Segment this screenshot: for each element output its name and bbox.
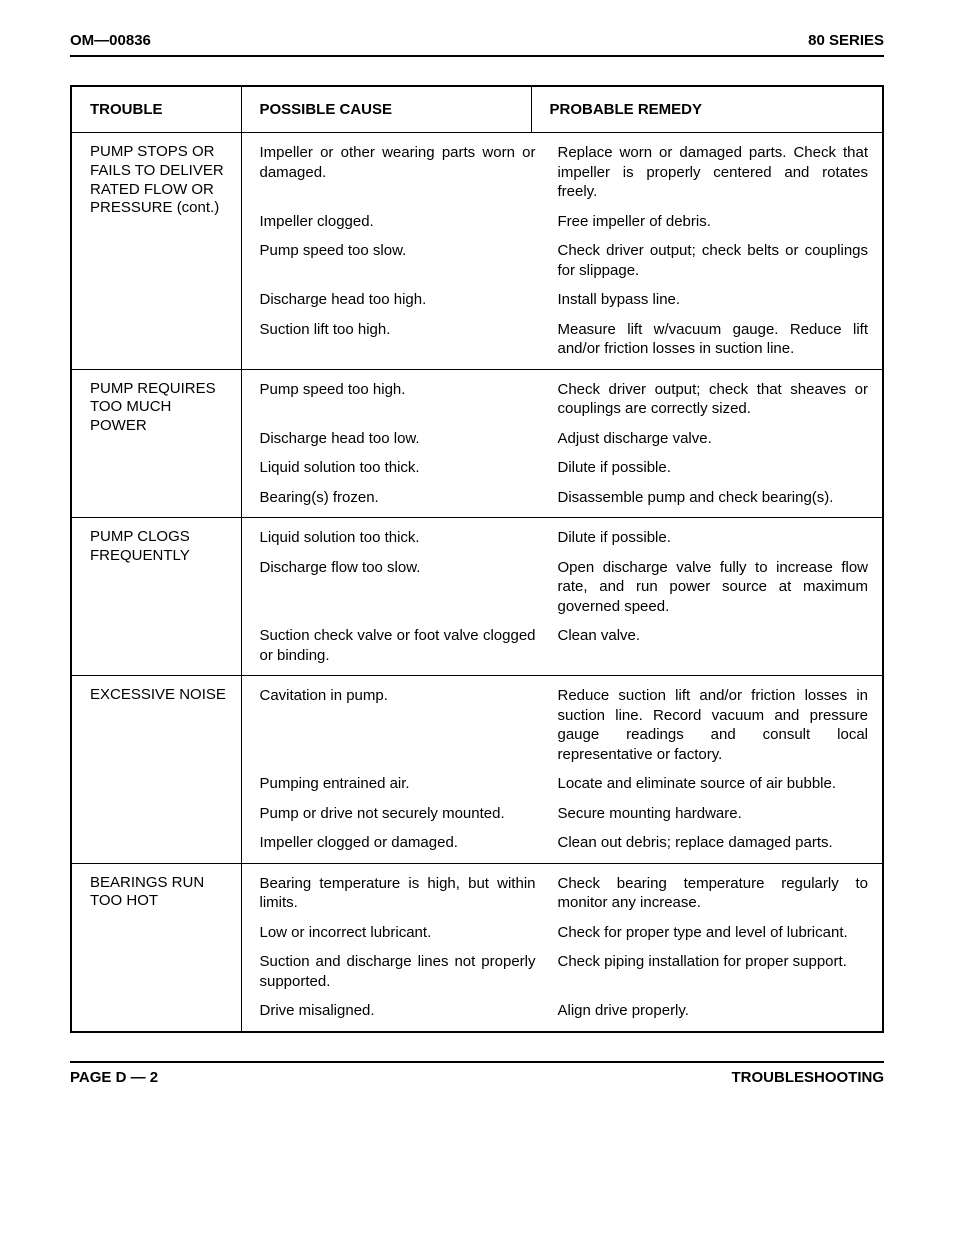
possible-cause: Suction check valve or foot valve clogge… (260, 626, 536, 665)
cause-remedy-cell: Bearing temperature is high, but within … (241, 863, 883, 1032)
trouble-label: BEARINGS RUN TOO HOT (90, 874, 227, 912)
trouble-label: PUMP STOPS OR FAILS TO DELIVER RATED FLO… (90, 143, 227, 218)
troubleshooting-table: TROUBLE POSSIBLE CAUSE PROBABLE REMEDY P… (70, 85, 884, 1033)
cause-remedy-row: Pump or drive not securely mounted. Secur… (260, 804, 869, 824)
probable-remedy: Clean valve. (558, 626, 869, 665)
probable-remedy: Measure lift w/vacuum gauge. Reduce lift… (558, 320, 869, 359)
probable-remedy: Open discharge valve fully to increase f… (558, 558, 869, 617)
cause-remedy-row: Discharge flow too slow. Open discharge v… (260, 558, 869, 617)
table-section: PUMP CLOGS FREQUENTLY Liquid solution too… (71, 518, 883, 676)
cause-remedy-row: Pumping entrained air. Locate and elimina… (260, 774, 869, 794)
cause-remedy-row: Suction lift too high. Measure lift w/vac… (260, 320, 869, 359)
cause-remedy-row: Suction and discharge lines not properly… (260, 952, 869, 991)
possible-cause: Bearing temperature is high, but within … (260, 874, 536, 913)
cause-remedy-row: Pump speed too high. Check driver output;… (260, 380, 869, 419)
possible-cause: Discharge head too high. (260, 290, 536, 310)
cause-remedy-row: Impeller clogged. Free impeller of debris… (260, 212, 869, 232)
possible-cause: Low or incorrect lubricant. (260, 923, 536, 943)
possible-cause: Pump speed too high. (260, 380, 536, 419)
probable-remedy: Check driver output; check that sheaves … (558, 380, 869, 419)
page: OM—00836 80 SERIES TROUBLE POSSIBLE CAUS… (0, 0, 954, 1118)
cause-remedy-row: Discharge head too high. Install bypass l… (260, 290, 869, 310)
page-footer: PAGE D — 2 TROUBLESHOOTING (70, 1061, 884, 1086)
possible-cause: Cavitation in pump. (260, 686, 536, 764)
cause-remedy-row: Low or incorrect lubricant. Check for pro… (260, 923, 869, 943)
cause-remedy-cell: Impeller or other wearing parts worn or … (241, 133, 883, 370)
possible-cause: Discharge flow too slow. (260, 558, 536, 617)
cause-remedy-row: Pump speed too slow. Check driver output;… (260, 241, 869, 280)
possible-cause: Impeller or other wearing parts worn or … (260, 143, 536, 202)
table-section: PUMP STOPS OR FAILS TO DELIVER RATED FLO… (71, 133, 883, 370)
cause-remedy-cell: Cavitation in pump. Reduce suction lift a… (241, 676, 883, 864)
probable-remedy: Check piping installation for proper sup… (558, 952, 869, 991)
probable-remedy: Replace worn or damaged parts. Check tha… (558, 143, 869, 202)
probable-remedy: Adjust discharge valve. (558, 429, 869, 449)
trouble-cell: EXCESSIVE NOISE (71, 676, 241, 864)
table-section: BEARINGS RUN TOO HOT Bearing temperature … (71, 863, 883, 1032)
cause-remedy-row: Bearing(s) frozen. Disassemble pump and c… (260, 488, 869, 508)
trouble-cell: PUMP STOPS OR FAILS TO DELIVER RATED FLO… (71, 133, 241, 370)
probable-remedy: Check driver output; check belts or coup… (558, 241, 869, 280)
table-header-row: TROUBLE POSSIBLE CAUSE PROBABLE REMEDY (71, 86, 883, 133)
cause-remedy-row: Drive misaligned. Align drive properly. (260, 1001, 869, 1021)
cause-remedy-cell: Liquid solution too thick. Dilute if poss… (241, 518, 883, 676)
cause-remedy-row: Cavitation in pump. Reduce suction lift a… (260, 686, 869, 764)
trouble-label: PUMP CLOGS FREQUENTLY (90, 528, 227, 566)
probable-remedy: Free impeller of debris. (558, 212, 869, 232)
cause-remedy-row: Liquid solution too thick. Dilute if poss… (260, 528, 869, 548)
possible-cause: Pumping entrained air. (260, 774, 536, 794)
probable-remedy: Secure mounting hardware. (558, 804, 869, 824)
trouble-cell: PUMP CLOGS FREQUENTLY (71, 518, 241, 676)
possible-cause: Suction and discharge lines not properly… (260, 952, 536, 991)
possible-cause: Impeller clogged or damaged. (260, 833, 536, 853)
probable-remedy: Dilute if possible. (558, 528, 869, 548)
possible-cause: Suction lift too high. (260, 320, 536, 359)
possible-cause: Pump or drive not securely mounted. (260, 804, 536, 824)
cause-remedy-row: Impeller clogged or damaged. Clean out de… (260, 833, 869, 853)
probable-remedy: Install bypass line. (558, 290, 869, 310)
cause-remedy-row: Bearing temperature is high, but within … (260, 874, 869, 913)
cause-remedy-row: Discharge head too low. Adjust discharge … (260, 429, 869, 449)
trouble-label: PUMP REQUIRES TOO MUCH POWER (90, 380, 227, 436)
probable-remedy: Check bearing temperature regularly to m… (558, 874, 869, 913)
possible-cause: Discharge head too low. (260, 429, 536, 449)
col-header-trouble: TROUBLE (71, 86, 241, 133)
footer-left: PAGE D — 2 (70, 1069, 158, 1086)
trouble-cell: PUMP REQUIRES TOO MUCH POWER (71, 369, 241, 518)
possible-cause: Pump speed too slow. (260, 241, 536, 280)
footer-right: TROUBLESHOOTING (732, 1069, 885, 1086)
cause-remedy-cell: Pump speed too high. Check driver output;… (241, 369, 883, 518)
table-section: EXCESSIVE NOISE Cavitation in pump. Reduce… (71, 676, 883, 864)
header-right: 80 SERIES (808, 32, 884, 49)
probable-remedy: Reduce suction lift and/or friction loss… (558, 686, 869, 764)
col-header-remedy: PROBABLE REMEDY (531, 86, 883, 133)
table-section: PUMP REQUIRES TOO MUCH POWER Pump speed t… (71, 369, 883, 518)
probable-remedy: Locate and eliminate source of air bubbl… (558, 774, 869, 794)
possible-cause: Impeller clogged. (260, 212, 536, 232)
trouble-cell: BEARINGS RUN TOO HOT (71, 863, 241, 1032)
probable-remedy: Align drive properly. (558, 1001, 869, 1021)
possible-cause: Liquid solution too thick. (260, 458, 536, 478)
cause-remedy-row: Impeller or other wearing parts worn or … (260, 143, 869, 202)
trouble-label: EXCESSIVE NOISE (90, 686, 227, 705)
possible-cause: Liquid solution too thick. (260, 528, 536, 548)
cause-remedy-row: Liquid solution too thick. Dilute if poss… (260, 458, 869, 478)
header-left: OM—00836 (70, 32, 151, 49)
page-header: OM—00836 80 SERIES (70, 32, 884, 57)
possible-cause: Bearing(s) frozen. (260, 488, 536, 508)
possible-cause: Drive misaligned. (260, 1001, 536, 1021)
cause-remedy-row: Suction check valve or foot valve clogge… (260, 626, 869, 665)
probable-remedy: Check for proper type and level of lubri… (558, 923, 869, 943)
col-header-cause: POSSIBLE CAUSE (241, 86, 531, 133)
probable-remedy: Clean out debris; replace damaged parts. (558, 833, 869, 853)
probable-remedy: Disassemble pump and check bearing(s). (558, 488, 869, 508)
probable-remedy: Dilute if possible. (558, 458, 869, 478)
